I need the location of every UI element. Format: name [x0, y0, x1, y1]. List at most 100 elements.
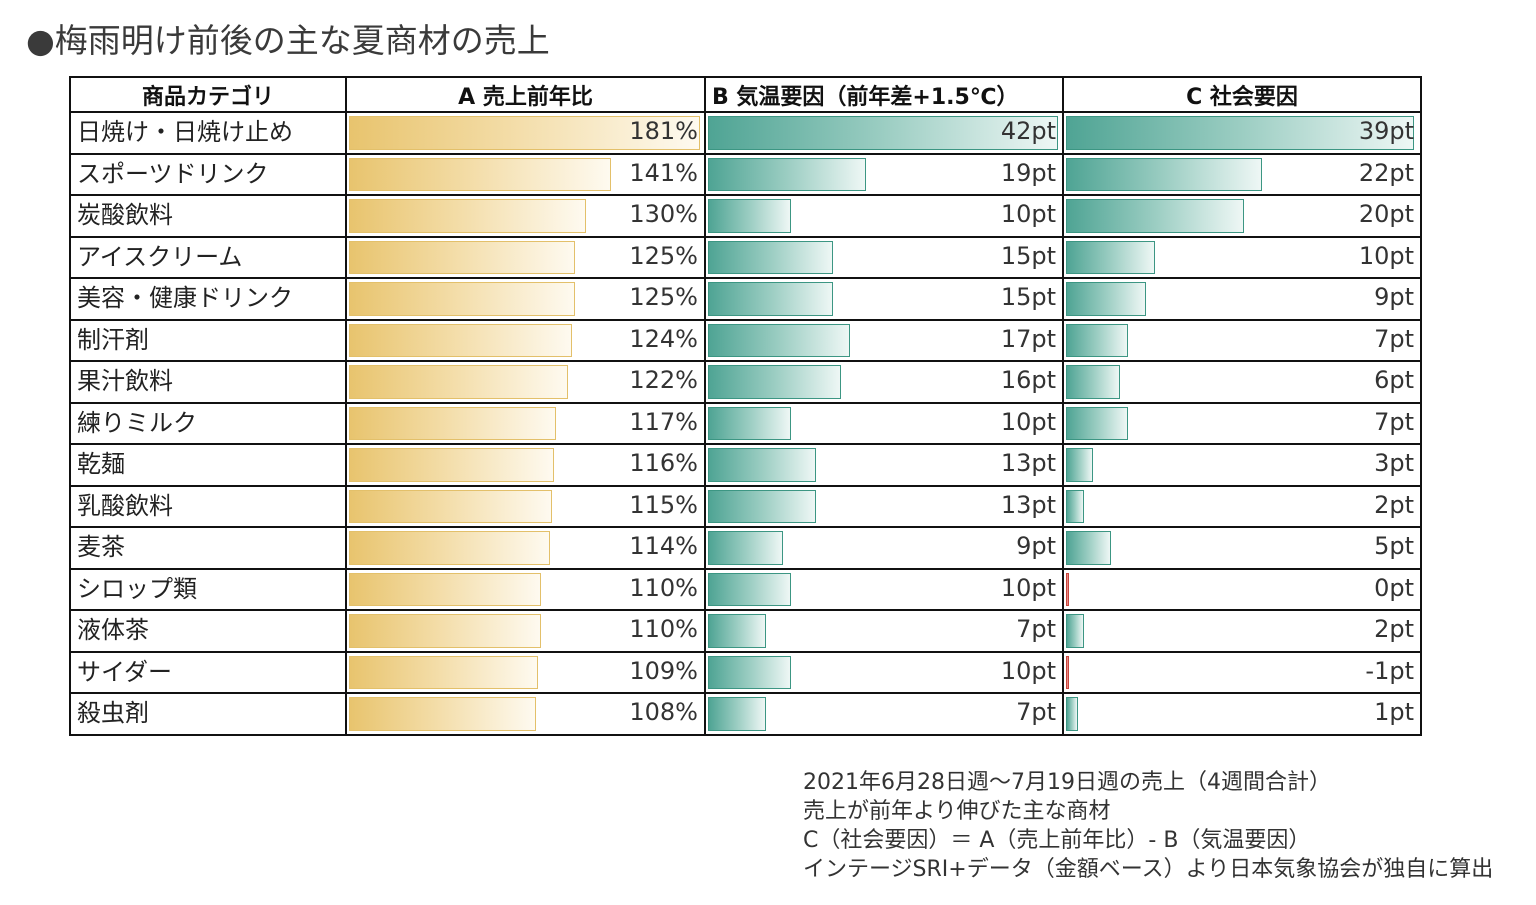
c-value-label: 7pt — [1374, 407, 1414, 436]
c-value-label: 10pt — [1358, 241, 1414, 270]
a-bar — [349, 157, 611, 191]
c-cell: 2pt — [1062, 484, 1422, 528]
table-row: 果汁飲料 122% 16pt 6pt — [69, 360, 1422, 404]
table-row: 乾麺 116% 13pt 3pt — [69, 443, 1422, 487]
a-bar — [349, 572, 541, 606]
b-cell: 15pt — [704, 277, 1064, 321]
table-row: サイダー 109% 10pt -1pt — [69, 650, 1422, 694]
header-a: A 売上前年比 — [345, 76, 706, 113]
c-bar — [1066, 365, 1120, 399]
a-bar — [349, 655, 539, 689]
c-bar — [1066, 240, 1156, 274]
b-value-label: 10pt — [1000, 200, 1056, 228]
b-cell: 10pt — [704, 194, 1064, 238]
a-bar — [349, 489, 552, 523]
b-value-label: 15pt — [1000, 241, 1056, 270]
a-value-label: 109% — [629, 656, 698, 685]
b-bar — [708, 531, 783, 565]
b-cell: 16pt — [704, 360, 1064, 404]
c-value-label: 6pt — [1374, 366, 1414, 394]
b-value-label: 16pt — [1000, 366, 1056, 394]
c-value-label: 39pt — [1358, 117, 1414, 145]
b-bar — [708, 489, 817, 523]
b-cell: 15pt — [704, 235, 1064, 279]
b-value-label: 7pt — [1016, 615, 1056, 643]
a-bar — [349, 282, 575, 316]
category-label: 日焼け・日焼け止め — [77, 118, 293, 147]
a-cell: 109% — [345, 650, 706, 694]
table-row: 殺虫剤 108% 7pt 1pt — [69, 692, 1422, 736]
b-cell: 9pt — [704, 526, 1064, 570]
category-label: 練りミルク — [77, 408, 197, 437]
c-bar — [1066, 448, 1093, 482]
c-cell: 0pt — [1062, 567, 1422, 611]
c-bar — [1066, 199, 1245, 233]
category-label: シロップ類 — [77, 574, 197, 603]
a-bar — [349, 448, 555, 482]
a-cell: 110% — [345, 567, 706, 611]
b-value-label: 19pt — [1000, 158, 1056, 187]
table-row: 麦茶 114% 9pt 5pt — [69, 526, 1422, 570]
c-value-label: 22pt — [1358, 158, 1414, 187]
c-bar — [1066, 489, 1084, 523]
category-cell: 炭酸飲料 — [69, 194, 347, 238]
c-bar — [1066, 116, 1414, 150]
c-cell: 2pt — [1062, 609, 1422, 653]
c-cell: 7pt — [1062, 401, 1422, 445]
b-value-label: 15pt — [1000, 283, 1056, 311]
category-cell: 美容・健康ドリンク — [69, 277, 347, 321]
footnotes: 2021年6月28日週～7月19日週の売上（4週間合計） 売上が前年より伸びた主… — [803, 768, 1493, 884]
header-category: 商品カテゴリ — [69, 76, 347, 113]
b-bar — [708, 199, 792, 233]
table-row: 日焼け・日焼け止め 181% 42pt 39pt — [69, 111, 1422, 155]
b-bar — [708, 406, 792, 440]
category-cell: 麦茶 — [69, 526, 347, 570]
category-cell: アイスクリーム — [69, 235, 347, 279]
b-value-label: 9pt — [1016, 532, 1056, 560]
a-value-label: 124% — [629, 324, 698, 353]
category-label: 美容・健康ドリンク — [77, 284, 293, 313]
b-value-label: 13pt — [1000, 490, 1056, 519]
a-cell: 114% — [345, 526, 706, 570]
b-bar — [708, 365, 842, 399]
footnote-period: 2021年6月28日週～7月19日週の売上（4週間合計） — [803, 770, 1331, 795]
c-value-label: 9pt — [1374, 283, 1414, 311]
a-value-label: 130% — [629, 200, 698, 228]
a-bar — [349, 697, 537, 731]
c-cell: 20pt — [1062, 194, 1422, 238]
category-cell: 練りミルク — [69, 401, 347, 445]
b-cell: 42pt — [704, 111, 1064, 155]
c-bar-negative — [1066, 655, 1069, 689]
c-bar-negative — [1066, 572, 1069, 606]
b-cell: 10pt — [704, 567, 1064, 611]
c-value-label: 5pt — [1374, 532, 1414, 560]
a-value-label: 125% — [629, 283, 698, 311]
a-bar — [349, 406, 557, 440]
a-value-label: 114% — [629, 532, 698, 560]
c-cell: 9pt — [1062, 277, 1422, 321]
a-cell: 108% — [345, 692, 706, 736]
page-title: ●梅雨明け前後の主な夏商材の売上 — [26, 21, 550, 60]
a-cell: 115% — [345, 484, 706, 528]
b-bar — [708, 116, 1058, 150]
category-cell: スポーツドリンク — [69, 152, 347, 196]
b-value-label: 13pt — [1000, 449, 1056, 477]
table-row: 液体茶 110% 7pt 2pt — [69, 609, 1422, 653]
b-value-label: 7pt — [1016, 698, 1056, 726]
a-value-label: 122% — [629, 366, 698, 394]
table-row: 練りミルク 117% 10pt 7pt — [69, 401, 1422, 445]
b-value-label: 10pt — [1000, 656, 1056, 685]
sales-grid: 商品カテゴリ A 売上前年比 B 気温要因（前年差+1.5℃） C 社会要因 日… — [69, 76, 1422, 736]
b-cell: 7pt — [704, 609, 1064, 653]
c-value-label: -1pt — [1365, 656, 1414, 685]
category-cell: 殺虫剤 — [69, 692, 347, 736]
c-value-label: 0pt — [1374, 573, 1414, 602]
c-cell: 6pt — [1062, 360, 1422, 404]
b-cell: 10pt — [704, 650, 1064, 694]
b-value-label: 10pt — [1000, 573, 1056, 602]
category-label: 炭酸飲料 — [77, 201, 173, 230]
a-bar — [349, 240, 575, 274]
b-bar — [708, 282, 833, 316]
category-cell: 果汁飲料 — [69, 360, 347, 404]
category-label: 果汁飲料 — [77, 367, 173, 396]
